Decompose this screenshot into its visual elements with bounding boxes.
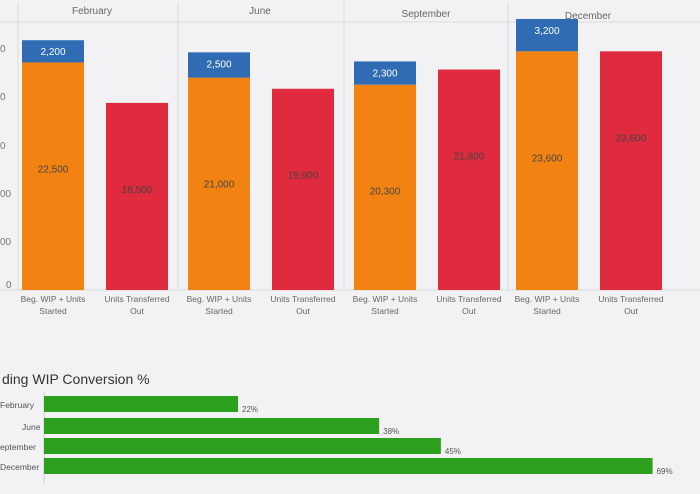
conversion-bar (44, 396, 239, 412)
category-label: Units Transferred (436, 294, 501, 304)
label-beg-wip: 22,500 (38, 164, 69, 175)
y-axis: 0 0 0 00 00 0 (0, 44, 12, 291)
label-ending-wip: 2,200 (40, 47, 65, 58)
conversion-bar (44, 418, 380, 434)
conversion-value-label: 38% (383, 427, 399, 436)
y-tick-label: 00 (0, 189, 12, 200)
conversion-row-label: eptember (0, 442, 36, 452)
y-tick-label: 00 (0, 237, 12, 248)
month-header-june: June (249, 6, 271, 17)
category-label: Beg. WIP + Units (21, 294, 86, 304)
label-transferred-out: 19,900 (288, 171, 319, 182)
category-label: Out (462, 306, 476, 316)
category-label: Units Transferred (104, 294, 169, 304)
conversion-row-label: June (22, 422, 41, 432)
conversion-value-label: 69% (657, 467, 673, 476)
stacked-bars (22, 18, 662, 291)
category-labels: Beg. WIP + Units Started Units Transferred… (21, 294, 664, 316)
y-tick-label: 0 (0, 92, 6, 103)
category-label: Started (371, 306, 399, 316)
category-label: Started (39, 306, 67, 316)
conversion-bar (44, 438, 441, 454)
conversion-value-label: 22% (242, 405, 258, 414)
category-label: Out (624, 306, 638, 316)
category-label: Beg. WIP + Units (187, 294, 252, 304)
bar-beg-wip (516, 51, 578, 290)
conversion-row-label: February (0, 400, 35, 410)
label-transferred-out: 23,600 (616, 133, 647, 144)
category-label: Beg. WIP + Units (515, 294, 580, 304)
y-tick-label: 0 (0, 44, 6, 55)
month-header-february: February (72, 6, 112, 17)
bar-ending-wip (516, 18, 578, 52)
category-label: Started (533, 306, 561, 316)
month-headers: February June September December (72, 6, 612, 22)
y-tick-label: 0 (6, 280, 12, 291)
label-beg-wip: 21,000 (204, 180, 235, 191)
conversion-value-label: 45% (445, 447, 461, 456)
category-label: Units Transferred (270, 294, 335, 304)
month-header-september: September (402, 9, 452, 20)
bar-transferred-out (106, 102, 168, 290)
label-ending-wip: 2,500 (206, 59, 231, 70)
bar-beg-wip (188, 77, 250, 290)
conversion-bar (44, 458, 653, 474)
bar-transferred-out (272, 88, 334, 291)
bar-ending-wip (354, 61, 416, 85)
label-transferred-out: 18,500 (122, 185, 153, 196)
category-label: Started (205, 306, 233, 316)
label-ending-wip: 2,300 (372, 68, 397, 79)
bar-value-labels: 2,200 22,500 18,500 2,500 21,000 19,900 2,300 2… (38, 26, 647, 198)
bar-ending-wip (22, 40, 84, 63)
y-tick-label: 0 (0, 141, 6, 152)
bar-beg-wip (354, 84, 416, 290)
category-label: Beg. WIP + Units (353, 294, 418, 304)
label-beg-wip: 23,600 (532, 153, 563, 164)
bar-beg-wip (22, 62, 84, 290)
label-transferred-out: 21,800 (454, 152, 485, 163)
month-header-december: December (565, 11, 612, 22)
bar-transferred-out (438, 69, 500, 290)
category-label: Units Transferred (598, 294, 663, 304)
conversion-bars: 22% February 38% June 45% eptember 69% December (0, 396, 673, 476)
label-beg-wip: 20,300 (370, 187, 401, 198)
bar-ending-wip (188, 52, 250, 78)
category-label: Out (130, 306, 144, 316)
conversion-chart-title: ding WIP Conversion % (2, 371, 150, 387)
label-ending-wip: 3,200 (534, 26, 559, 37)
bar-transferred-out (600, 51, 662, 290)
conversion-row-label: December (0, 462, 39, 472)
category-label: Out (296, 306, 310, 316)
